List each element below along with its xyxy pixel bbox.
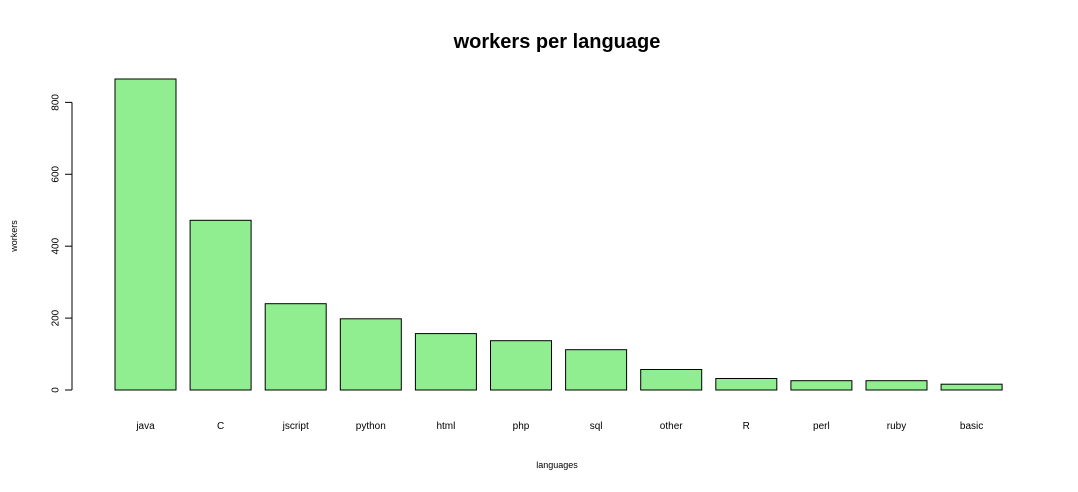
bar-basic (940, 383, 1003, 391)
bars (114, 78, 1003, 391)
y-axis-label: workers (9, 220, 19, 253)
category-label: php (513, 421, 530, 432)
bar-ruby (865, 380, 928, 391)
category-label: R (743, 421, 750, 432)
bar-python (339, 318, 402, 391)
y-tick-label: 400 (51, 237, 62, 254)
bar-other (640, 369, 703, 391)
y-tick-label: 600 (51, 165, 62, 182)
y-axis: 0 200 400 600 800 (51, 94, 73, 393)
chart-title: workers per language (453, 31, 661, 53)
bar-c (189, 219, 252, 391)
category-label: sql (590, 421, 603, 432)
y-tick-label: 800 (51, 94, 62, 111)
x-axis-label: languages (536, 460, 578, 470)
category-label: java (135, 421, 155, 432)
y-tick-label: 200 (51, 309, 62, 326)
bar-html (414, 333, 477, 391)
bar-r (715, 378, 778, 391)
bar-php (490, 340, 552, 391)
category-label: ruby (887, 421, 906, 432)
category-label: C (217, 421, 224, 432)
bar-perl (790, 380, 853, 391)
category-label: python (356, 421, 386, 432)
y-tick-label: 0 (51, 387, 62, 393)
category-label: other (660, 421, 683, 432)
bar-jscript (264, 303, 327, 391)
bar-sql (565, 349, 628, 391)
category-label: basic (960, 421, 983, 432)
category-label: perl (813, 421, 830, 432)
category-label: html (436, 421, 455, 432)
category-label: jscript (282, 421, 309, 432)
bar-java (114, 78, 177, 391)
